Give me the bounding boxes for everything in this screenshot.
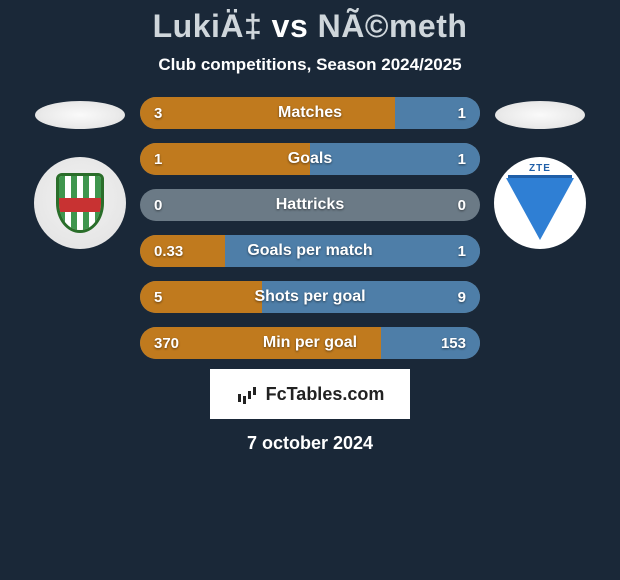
right-side: ZTE <box>480 97 600 249</box>
stat-row: 3 1 Matches <box>140 97 480 129</box>
stat-fill-right <box>310 143 480 175</box>
stat-row: 0 0 Hattricks <box>140 189 480 221</box>
stat-value-left: 3 <box>154 105 162 122</box>
stat-value-right: 1 <box>458 151 466 168</box>
player1-name: LukiÄ‡ <box>153 8 263 44</box>
vs-separator: vs <box>272 8 309 44</box>
stat-row: 5 9 Shots per goal <box>140 281 480 313</box>
infographic-container: LukiÄ‡ vs NÃ©meth Club competitions, Sea… <box>0 0 620 580</box>
stat-value-left: 1 <box>154 151 162 168</box>
page-title: LukiÄ‡ vs NÃ©meth <box>153 8 468 45</box>
left-side <box>20 97 140 249</box>
stat-fill-left <box>140 97 395 129</box>
stat-value-right: 153 <box>441 335 466 352</box>
stat-label: Goals per match <box>247 242 372 260</box>
stat-value-right: 9 <box>458 289 466 306</box>
stat-fill-right <box>395 97 480 129</box>
shield-icon <box>56 173 104 233</box>
stat-label: Min per goal <box>263 334 357 352</box>
player1-avatar-placeholder <box>35 101 125 129</box>
player2-avatar-placeholder <box>495 101 585 129</box>
stats-panel: 3 1 Matches 1 1 Goals 0 0 Hattricks 0.33 1 Goals pe… <box>140 97 480 359</box>
stat-row: 370 153 Min per goal <box>140 327 480 359</box>
team2-crest: ZTE <box>494 157 586 249</box>
stat-row: 0.33 1 Goals per match <box>140 235 480 267</box>
stat-label: Matches <box>278 104 342 122</box>
stat-label: Hattricks <box>276 196 344 214</box>
stat-value-left: 370 <box>154 335 179 352</box>
subtitle: Club competitions, Season 2024/2025 <box>158 55 461 75</box>
stat-value-left: 5 <box>154 289 162 306</box>
date-label: 7 october 2024 <box>247 433 373 454</box>
stat-row: 1 1 Goals <box>140 143 480 175</box>
stat-fill-left <box>140 143 310 175</box>
stat-value-right: 1 <box>458 105 466 122</box>
stat-value-right: 0 <box>458 197 466 214</box>
crest-letters: ZTE <box>529 163 551 174</box>
stat-label: Shots per goal <box>254 288 365 306</box>
stat-value-left: 0 <box>154 197 162 214</box>
brand-badge: FcTables.com <box>210 369 410 419</box>
body-row: 3 1 Matches 1 1 Goals 0 0 Hattricks 0.33 1 Goals pe… <box>0 97 620 359</box>
stat-value-right: 1 <box>458 243 466 260</box>
stat-value-left: 0.33 <box>154 243 183 260</box>
player2-name: NÃ©meth <box>318 8 468 44</box>
triangle-icon <box>506 178 574 240</box>
team1-crest <box>34 157 126 249</box>
brand-text: FcTables.com <box>266 384 385 405</box>
bars-icon <box>236 384 260 404</box>
stat-label: Goals <box>288 150 332 168</box>
